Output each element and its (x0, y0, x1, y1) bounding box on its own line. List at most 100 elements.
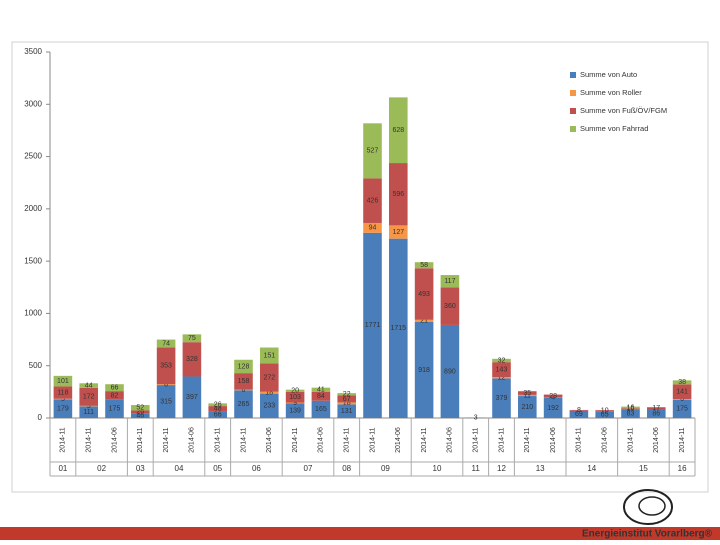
group-label: 16 (678, 464, 687, 473)
data-label: 175 (109, 406, 121, 413)
data-label: 1771 (365, 322, 381, 329)
x-tick-label: 2014-11 (215, 427, 222, 452)
data-label: 360 (444, 303, 456, 310)
data-label: 151 (263, 352, 275, 359)
group-label: 12 (497, 464, 506, 473)
y-tick-label: 1500 (24, 256, 42, 265)
x-tick-label: 2014-11 (576, 427, 583, 452)
data-label: 397 (186, 394, 198, 401)
data-label: 493 (418, 291, 430, 298)
data-label: 143 (496, 366, 508, 373)
legend-label: Summe von Fuß/ÖV/FGM (580, 106, 667, 115)
group-label: 09 (381, 464, 390, 473)
data-label: 66 (111, 385, 119, 392)
x-tick-label: 2014-06 (111, 427, 118, 453)
data-label: 265 (238, 401, 250, 408)
data-label: 82 (111, 392, 119, 399)
data-label: 139 (289, 408, 301, 415)
data-label: 111 (83, 409, 94, 416)
data-label: 58 (420, 262, 428, 269)
x-tick-label: 2014-06 (318, 427, 325, 453)
x-tick-label: 2014-11 (473, 427, 480, 452)
data-label: 527 (367, 148, 379, 155)
data-label: 353 (160, 363, 172, 370)
x-tick-label: 2014-06 (653, 427, 660, 453)
x-tick-label: 2014-11 (137, 427, 144, 452)
logo-mark (639, 497, 665, 515)
data-label: 128 (238, 363, 250, 370)
data-label: 66 (214, 411, 222, 418)
data-label: 141 (676, 389, 688, 396)
data-label: 41 (317, 387, 325, 394)
x-tick-label: 2014-11 (421, 427, 428, 452)
data-label: 52 (136, 405, 144, 412)
y-tick-label: 1000 (24, 309, 42, 318)
data-label: 117 (444, 278, 455, 285)
data-label: 210 (521, 404, 533, 411)
y-tick-label: 0 (38, 413, 43, 422)
group-label: 04 (175, 464, 184, 473)
data-label: 74 (162, 340, 170, 347)
y-tick-label: 2500 (24, 152, 42, 161)
x-tick-label: 2014-06 (550, 427, 557, 453)
data-label: 127 (392, 229, 404, 236)
y-tick-label: 3500 (24, 47, 42, 56)
x-tick-label: 2014-11 (498, 427, 505, 452)
data-label: 22 (343, 391, 351, 398)
data-label: 315 (160, 398, 172, 405)
group-label: 05 (213, 464, 222, 473)
y-tick-label: 3000 (24, 99, 42, 108)
data-label: 158 (238, 378, 250, 385)
data-label: 32 (498, 357, 506, 364)
data-label: 28 (549, 393, 557, 400)
data-label: 16 (627, 404, 635, 411)
data-label: 233 (263, 403, 275, 410)
data-label: 35 (523, 390, 531, 397)
x-tick-label: 2014-06 (266, 427, 273, 453)
x-tick-label: 2014-11 (524, 427, 531, 452)
data-label: 3 (474, 415, 478, 422)
data-label: 328 (186, 356, 198, 363)
data-label: 175 (676, 406, 688, 413)
data-label: 165 (315, 406, 327, 413)
x-tick-label: 2014-11 (163, 427, 170, 452)
data-label: 44 (85, 382, 93, 389)
x-tick-label: 2014-11 (60, 427, 67, 452)
data-label: 118 (57, 389, 68, 396)
x-tick-label: 2014-06 (602, 427, 609, 453)
x-tick-label: 2014-11 (679, 427, 686, 452)
data-label: 84 (317, 393, 325, 400)
group-label: 08 (342, 464, 351, 473)
data-label: 103 (289, 394, 301, 401)
legend-label: Summe von Fahrrad (580, 124, 648, 133)
legend-swatch (570, 126, 576, 132)
y-tick-label: 500 (29, 361, 43, 370)
group-label: 03 (136, 464, 145, 473)
legend-swatch (570, 72, 576, 78)
data-label: 596 (392, 191, 404, 198)
data-label: 94 (369, 225, 377, 232)
x-tick-label: 2014-11 (292, 427, 299, 452)
group-label: 14 (587, 464, 596, 473)
group-label: 15 (639, 464, 648, 473)
legend-label: Summe von Roller (580, 88, 642, 97)
data-label: 628 (392, 127, 404, 134)
y-tick-label: 2000 (24, 204, 42, 213)
data-label: 38 (678, 379, 686, 386)
data-label: 426 (367, 198, 379, 205)
data-label: 379 (496, 395, 508, 402)
x-tick-label: 2014-11 (369, 427, 376, 452)
group-label: 13 (536, 464, 545, 473)
data-label: 1715 (391, 325, 407, 332)
data-label: 918 (418, 367, 430, 374)
group-label: 10 (433, 464, 442, 473)
data-label: 20 (291, 388, 299, 395)
data-label: 10 (601, 408, 609, 415)
data-label: 272 (263, 374, 275, 381)
group-label: 02 (97, 464, 106, 473)
group-label: 11 (472, 464, 481, 473)
x-tick-label: 2014-11 (86, 427, 93, 452)
data-label: 192 (547, 405, 559, 412)
legend-swatch (570, 90, 576, 96)
